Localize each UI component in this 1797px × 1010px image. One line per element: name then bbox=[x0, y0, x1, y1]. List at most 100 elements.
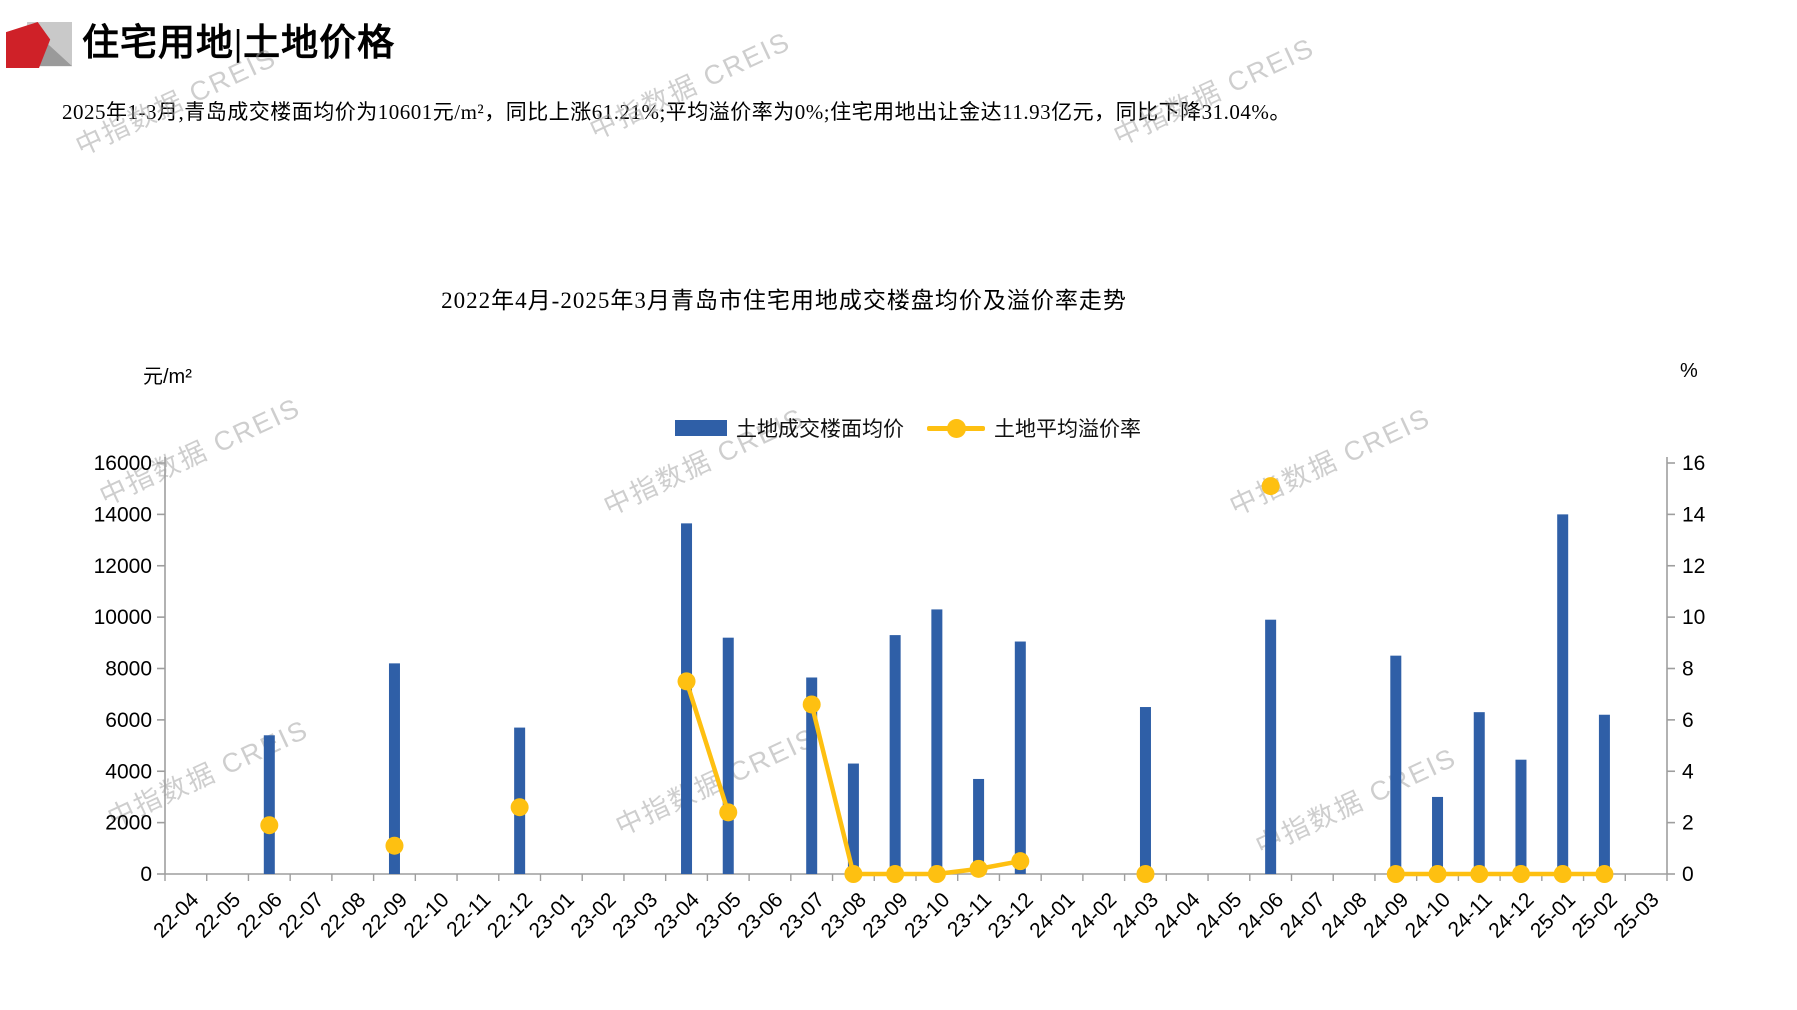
x-axis-tick-label: 24-06 bbox=[1234, 888, 1288, 942]
line-point bbox=[719, 803, 738, 822]
bar bbox=[1473, 712, 1485, 874]
line-point bbox=[844, 865, 863, 883]
x-axis-tick-label: 24-04 bbox=[1150, 888, 1204, 942]
bar bbox=[388, 663, 400, 874]
right-axis-tick-label: 0 bbox=[1682, 863, 1694, 886]
x-axis-tick-label: 23-11 bbox=[943, 888, 996, 941]
line-point bbox=[1428, 865, 1447, 883]
x-axis-tick-label: 23-02 bbox=[566, 888, 620, 942]
line-segment bbox=[684, 679, 731, 815]
bar bbox=[1515, 759, 1527, 874]
line-segment bbox=[809, 702, 1023, 877]
x-axis-tick-label: 22-12 bbox=[483, 888, 537, 942]
x-axis-tick-label: 24-03 bbox=[1109, 888, 1163, 942]
line-point bbox=[260, 816, 279, 835]
line-point bbox=[1136, 865, 1155, 883]
bar bbox=[1390, 655, 1402, 874]
left-axis-tick-label: 0 bbox=[140, 863, 152, 886]
x-axis-tick-label: 22-10 bbox=[399, 888, 453, 942]
left-axis-tick-label: 6000 bbox=[105, 709, 152, 732]
x-axis-tick-label: 25-03 bbox=[1609, 888, 1663, 942]
left-axis-tick-label: 8000 bbox=[105, 658, 152, 681]
x-axis-tick-label: 24-12 bbox=[1484, 888, 1538, 942]
right-axis-tick-label: 4 bbox=[1682, 760, 1694, 783]
line-point bbox=[1386, 865, 1405, 883]
page-title: 住宅用地|土地价格 bbox=[82, 23, 396, 64]
line-point bbox=[1470, 865, 1489, 883]
right-axis-tick-label: 2 bbox=[1682, 812, 1694, 835]
x-axis-tick-label: 22-04 bbox=[149, 888, 203, 942]
line-point bbox=[1011, 852, 1030, 871]
x-axis-tick-label: 22-07 bbox=[274, 888, 328, 942]
x-axis-tick-label: 23-03 bbox=[608, 888, 662, 942]
chart-title: 2022年4月-2025年3月青岛市住宅用地成交楼盘均价及溢价率走势 bbox=[441, 288, 1127, 313]
right-axis-tick-label: 10 bbox=[1682, 606, 1705, 629]
line-point bbox=[1511, 865, 1530, 883]
x-axis-tick-label: 22-06 bbox=[233, 888, 287, 942]
legend-bar-label: 土地成交楼面均价 bbox=[736, 417, 904, 441]
x-axis-tick-label: 23-08 bbox=[817, 888, 871, 942]
legend-bar-swatch bbox=[675, 420, 727, 436]
x-axis-tick-label: 24-09 bbox=[1359, 888, 1413, 942]
legend-line-label: 土地平均溢价率 bbox=[994, 417, 1141, 441]
legend-dot-icon bbox=[946, 418, 966, 438]
left-axis-tick-label: 2000 bbox=[105, 812, 152, 835]
x-axis-tick-label: 23-05 bbox=[692, 888, 746, 942]
bar bbox=[1557, 514, 1569, 874]
x-axis-tick-label: 23-12 bbox=[984, 888, 1038, 942]
line-point bbox=[1595, 865, 1614, 883]
line-point bbox=[385, 836, 404, 855]
x-axis-tick-label: 22-08 bbox=[316, 888, 370, 942]
x-axis-tick-label: 22-09 bbox=[358, 888, 412, 942]
creis-logo bbox=[6, 22, 72, 68]
left-axis-tick-label: 14000 bbox=[94, 503, 152, 526]
right-axis-unit-label: % bbox=[1680, 360, 1698, 382]
x-axis-tick-label: 22-05 bbox=[191, 888, 245, 942]
bar bbox=[1432, 796, 1444, 874]
line-point bbox=[802, 695, 821, 714]
line-point bbox=[927, 865, 946, 883]
right-axis-tick-label: 6 bbox=[1682, 709, 1694, 732]
x-axis-tick-label: 24-02 bbox=[1067, 888, 1121, 942]
bar bbox=[806, 677, 818, 874]
x-axis-tick-label: 23-10 bbox=[900, 888, 954, 942]
line-point bbox=[510, 798, 529, 817]
x-axis-tick-label: 24-11 bbox=[1444, 888, 1497, 941]
x-axis-tick-label: 24-07 bbox=[1276, 888, 1330, 942]
bar bbox=[1265, 619, 1277, 874]
right-axis-tick-label: 12 bbox=[1682, 555, 1705, 578]
left-axis-tick-label: 12000 bbox=[94, 555, 152, 578]
line-point bbox=[886, 865, 905, 883]
x-axis-tick-label: 24-05 bbox=[1192, 888, 1246, 942]
line-point bbox=[1553, 865, 1572, 883]
bar bbox=[931, 609, 943, 874]
x-axis-tick-label: 24-01 bbox=[1025, 888, 1079, 942]
bar bbox=[263, 735, 275, 874]
line-point bbox=[969, 859, 988, 878]
left-axis-tick-label: 16000 bbox=[94, 452, 152, 475]
bar bbox=[1598, 714, 1610, 874]
x-axis-tick-label: 23-09 bbox=[858, 888, 912, 942]
summary-text: 2025年1-3月,青岛成交楼面均价为10601元/m²，同比上涨61.21%;… bbox=[62, 100, 1291, 124]
chart-legend: 土地成交楼面均价 土地平均溢价率 bbox=[675, 413, 1141, 443]
right-axis-tick-label: 16 bbox=[1682, 452, 1705, 475]
x-axis-tick-label: 23-06 bbox=[733, 888, 787, 942]
left-axis-tick-label: 4000 bbox=[105, 760, 152, 783]
bar bbox=[889, 635, 901, 874]
left-axis-unit-label: 元/m² bbox=[143, 366, 192, 388]
bar bbox=[722, 637, 734, 874]
x-axis-tick-label: 24-08 bbox=[1317, 888, 1371, 942]
bar bbox=[847, 763, 859, 874]
x-axis-tick-label: 25-01 bbox=[1526, 888, 1580, 942]
bar bbox=[681, 523, 693, 874]
right-axis-tick-label: 8 bbox=[1682, 658, 1694, 681]
line-point bbox=[677, 672, 696, 691]
x-axis-tick-label: 23-04 bbox=[650, 888, 704, 942]
bar bbox=[1014, 641, 1026, 874]
x-axis-tick-label: 23-07 bbox=[775, 888, 829, 942]
x-axis-tick-label: 25-02 bbox=[1568, 888, 1622, 942]
line-point bbox=[1261, 477, 1280, 496]
bar bbox=[1139, 707, 1151, 874]
